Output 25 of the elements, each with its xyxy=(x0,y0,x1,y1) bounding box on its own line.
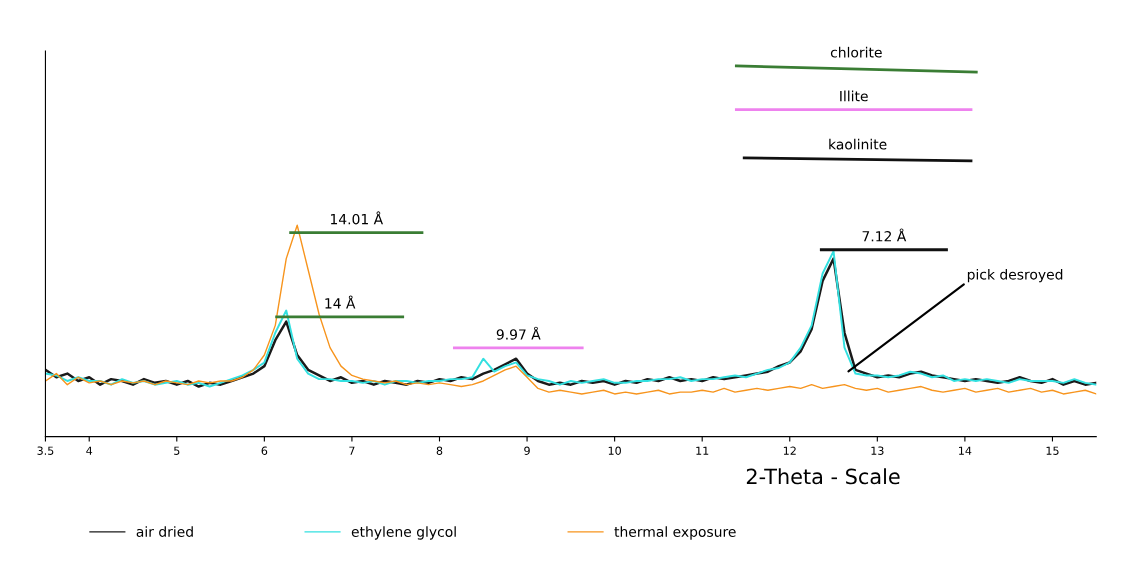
x-axis-title: 2-Theta - Scale xyxy=(746,468,900,485)
x-tick-label: 13 xyxy=(871,446,884,455)
x-tick-label: 9 xyxy=(524,446,530,455)
x-tick-label: 12 xyxy=(783,446,796,455)
x-tick-label: 8 xyxy=(436,446,443,455)
x-tick-label: 6 xyxy=(261,446,268,455)
series-label: 9.97 Å xyxy=(496,326,541,340)
x-tick-label: 4 xyxy=(86,446,93,455)
series-label: 14.01 Å xyxy=(330,211,384,225)
series-label: kaolinite xyxy=(829,138,887,150)
series-label: 14 Å xyxy=(325,295,356,309)
annotation: pick desroyed xyxy=(967,268,1063,283)
legend-label: air dried xyxy=(136,526,193,537)
x-tick-label: 7 xyxy=(349,446,355,455)
x-tick-label: 10 xyxy=(608,446,621,455)
x-tick-label: 15 xyxy=(1046,446,1059,455)
series-label: chlorite xyxy=(830,46,882,58)
legend-label: thermal exposure xyxy=(614,526,736,540)
x-tick-label: 5 xyxy=(174,446,180,455)
legend-label: ethylene glycol xyxy=(351,526,456,540)
series-label: 7.12 Å xyxy=(862,228,907,242)
series-label: Illite xyxy=(840,90,868,102)
x-tick-label: 11 xyxy=(696,446,709,455)
x-tick-label: 3.5 xyxy=(37,446,54,455)
x-tick-label: 14 xyxy=(959,446,972,455)
